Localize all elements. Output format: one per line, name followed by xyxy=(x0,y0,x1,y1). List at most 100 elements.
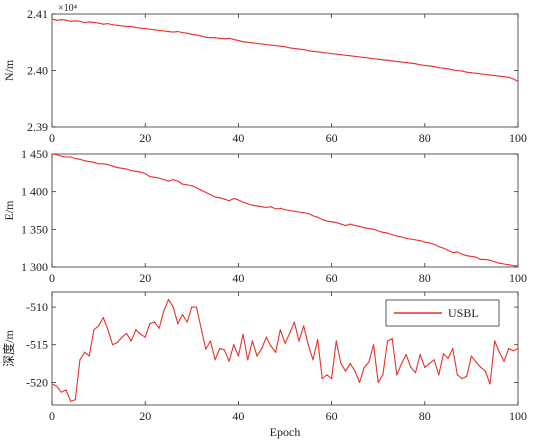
data-point-e xyxy=(475,256,477,258)
x-tick-label-e: 80 xyxy=(419,271,431,285)
y-tick-label-depth: -510 xyxy=(26,300,48,314)
data-point-depth xyxy=(163,310,165,312)
data-point-depth xyxy=(135,329,137,331)
data-point-n xyxy=(344,54,347,56)
data-point-depth xyxy=(386,340,389,342)
data-point-n xyxy=(242,41,244,43)
data-point-e xyxy=(321,218,323,221)
x-tick-label-n: 60 xyxy=(326,131,338,145)
data-point-depth xyxy=(111,344,114,346)
data-point-e xyxy=(358,225,361,227)
data-point-e xyxy=(237,199,239,201)
data-point-n xyxy=(233,38,235,41)
data-point-depth xyxy=(321,378,323,380)
data-point-n xyxy=(163,30,165,32)
data-point-n xyxy=(307,50,309,52)
y-tick-label-e: 1 350 xyxy=(21,222,48,236)
data-point-depth xyxy=(517,347,519,350)
x-tick-label-depth: 0 xyxy=(49,409,55,423)
data-point-n xyxy=(135,26,137,29)
data-point-e xyxy=(405,237,407,239)
data-point-e xyxy=(456,251,459,253)
data-point-n xyxy=(284,46,286,48)
y-tick-label-e: 1 400 xyxy=(21,185,48,199)
data-point-depth xyxy=(456,374,459,376)
data-point-depth xyxy=(331,378,333,380)
data-point-n xyxy=(289,47,291,49)
data-point-n xyxy=(424,64,426,67)
data-point-e xyxy=(503,263,505,265)
data-point-n xyxy=(386,59,389,61)
data-point-n xyxy=(303,48,305,51)
data-point-e xyxy=(396,235,398,237)
data-point-depth xyxy=(326,374,328,376)
data-point-e xyxy=(428,242,431,244)
data-point-n xyxy=(400,61,403,63)
data-point-depth xyxy=(452,347,454,350)
data-point-n xyxy=(51,18,53,20)
data-point-depth xyxy=(205,348,207,350)
data-point-depth xyxy=(153,321,156,323)
data-point-depth xyxy=(447,357,449,359)
data-point-n xyxy=(70,20,72,22)
data-point-e xyxy=(461,253,463,255)
data-point-e xyxy=(247,203,249,205)
data-point-e xyxy=(153,176,156,178)
data-point-depth xyxy=(289,332,291,335)
data-point-e xyxy=(223,198,226,200)
data-point-e xyxy=(265,206,267,209)
x-tick-label-n: 100 xyxy=(509,131,527,145)
x-tick-label-depth: 20 xyxy=(139,409,151,423)
data-point-n xyxy=(503,76,505,78)
data-point-n xyxy=(452,69,454,71)
data-point-n xyxy=(125,25,128,28)
data-point-depth xyxy=(461,378,463,380)
data-point-n xyxy=(377,58,379,60)
data-point-depth xyxy=(279,329,281,331)
data-point-e xyxy=(228,200,230,202)
data-point-depth xyxy=(139,333,142,335)
data-point-e xyxy=(233,197,235,200)
data-point-depth xyxy=(116,341,118,344)
data-point-depth xyxy=(261,347,263,350)
y-tick-label-n: 2.41 xyxy=(27,7,48,21)
x-tick-label-n: 80 xyxy=(419,131,431,145)
data-point-depth xyxy=(149,323,151,325)
data-point-depth xyxy=(65,389,67,391)
data-point-depth xyxy=(363,366,365,368)
data-point-n xyxy=(102,23,104,25)
data-point-depth xyxy=(494,340,496,342)
data-point-e xyxy=(344,224,347,227)
data-point-depth xyxy=(219,347,221,350)
data-point-e xyxy=(88,160,90,163)
data-point-n xyxy=(433,65,435,68)
data-point-n xyxy=(326,52,328,54)
data-point-depth xyxy=(191,306,193,308)
data-point-depth xyxy=(200,327,202,329)
data-point-e xyxy=(214,196,216,198)
panel-depth: 0 20 40 60 80 100 -520 -515 -510 深度/m Epoch USBL xyxy=(1,291,527,439)
data-point-depth xyxy=(303,325,305,327)
data-point-depth xyxy=(56,385,58,387)
data-point-depth xyxy=(503,360,505,362)
data-point-e xyxy=(307,212,309,215)
data-point-e xyxy=(70,156,72,158)
data-point-n xyxy=(158,29,160,31)
data-point-e xyxy=(167,180,170,182)
data-point-e xyxy=(144,172,146,175)
data-point-depth xyxy=(74,399,76,401)
data-point-depth xyxy=(125,332,128,335)
y-tick-label-depth: -520 xyxy=(26,375,48,389)
x-tick-label-e: 20 xyxy=(139,271,151,285)
data-point-e xyxy=(56,154,58,156)
data-point-depth xyxy=(195,306,198,308)
data-point-e xyxy=(177,180,179,182)
data-point-n xyxy=(228,37,230,39)
data-point-n xyxy=(149,28,151,30)
data-point-depth xyxy=(70,400,72,402)
data-point-depth xyxy=(498,351,500,353)
data-point-e xyxy=(200,189,202,191)
data-point-n xyxy=(489,74,491,76)
data-point-depth xyxy=(438,374,440,376)
data-point-e xyxy=(251,204,253,206)
